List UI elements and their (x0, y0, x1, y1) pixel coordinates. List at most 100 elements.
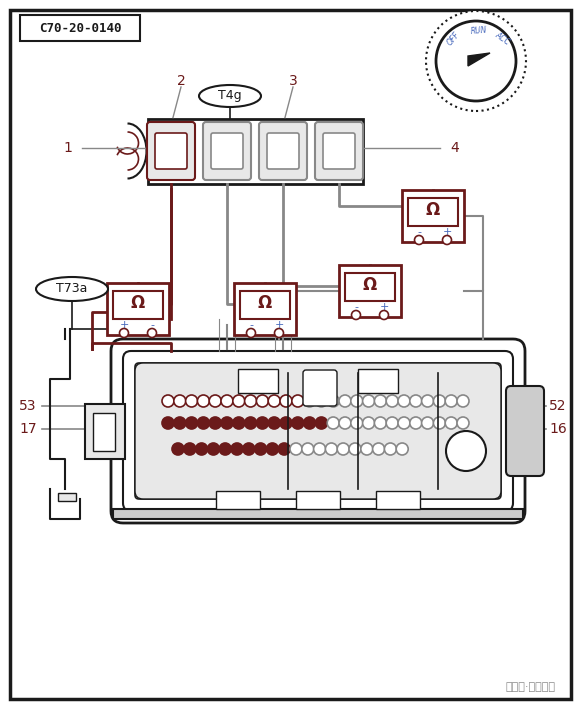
Circle shape (185, 395, 198, 407)
Text: 53: 53 (19, 399, 37, 413)
Circle shape (254, 443, 267, 455)
Bar (240, 291, 290, 319)
FancyBboxPatch shape (123, 351, 513, 511)
FancyBboxPatch shape (135, 363, 501, 499)
Circle shape (268, 395, 280, 407)
Circle shape (246, 328, 256, 337)
Circle shape (274, 328, 284, 337)
Circle shape (457, 395, 469, 407)
Circle shape (339, 395, 351, 407)
Text: 17: 17 (19, 422, 37, 436)
Circle shape (209, 395, 221, 407)
Circle shape (174, 395, 186, 407)
Circle shape (221, 417, 233, 429)
Circle shape (233, 417, 245, 429)
Bar (20, 15, 140, 41)
Circle shape (196, 443, 207, 455)
Circle shape (256, 395, 268, 407)
Circle shape (172, 443, 184, 455)
Circle shape (426, 11, 526, 111)
Circle shape (174, 417, 186, 429)
Circle shape (349, 443, 361, 455)
Circle shape (120, 328, 128, 337)
Text: 16: 16 (549, 422, 567, 436)
FancyBboxPatch shape (259, 122, 307, 180)
Bar (358, 369, 398, 393)
Bar (85, 404, 125, 459)
Circle shape (351, 417, 363, 429)
Text: +: + (379, 302, 389, 312)
Circle shape (327, 417, 339, 429)
Circle shape (148, 328, 156, 337)
Circle shape (363, 395, 375, 407)
Circle shape (278, 443, 290, 455)
FancyBboxPatch shape (155, 133, 187, 169)
Text: -: - (150, 320, 154, 330)
Text: C70-20-0140: C70-20-0140 (39, 21, 121, 35)
FancyBboxPatch shape (135, 363, 501, 499)
Circle shape (292, 395, 304, 407)
FancyBboxPatch shape (111, 339, 525, 523)
Circle shape (445, 417, 457, 429)
Circle shape (363, 417, 375, 429)
FancyBboxPatch shape (203, 122, 251, 180)
FancyBboxPatch shape (211, 133, 243, 169)
FancyBboxPatch shape (147, 122, 195, 180)
Circle shape (233, 395, 245, 407)
Circle shape (198, 417, 209, 429)
Circle shape (410, 417, 422, 429)
Text: 1: 1 (63, 141, 72, 155)
Circle shape (433, 417, 446, 429)
FancyBboxPatch shape (506, 386, 544, 476)
Text: T73a: T73a (56, 282, 88, 296)
Circle shape (374, 417, 386, 429)
Circle shape (268, 417, 280, 429)
FancyBboxPatch shape (315, 122, 363, 180)
Circle shape (280, 395, 292, 407)
Circle shape (290, 443, 302, 455)
Bar (113, 509, 523, 519)
Circle shape (315, 417, 328, 429)
Text: +: + (442, 227, 451, 237)
Text: RUN: RUN (471, 26, 487, 36)
Bar (345, 273, 395, 301)
Circle shape (361, 443, 373, 455)
Bar (234, 283, 296, 335)
Circle shape (207, 443, 220, 455)
Circle shape (245, 417, 257, 429)
Text: 3: 3 (289, 74, 297, 88)
Bar (339, 265, 401, 317)
Circle shape (457, 417, 469, 429)
Bar (296, 491, 340, 509)
Text: +: + (119, 320, 128, 330)
Circle shape (219, 443, 231, 455)
FancyBboxPatch shape (303, 370, 337, 406)
Text: -: - (417, 227, 421, 237)
Text: 4: 4 (450, 141, 459, 155)
Circle shape (443, 235, 451, 245)
Circle shape (184, 443, 196, 455)
Text: 中华网·汽车频道: 中华网·汽车频道 (505, 682, 555, 692)
Bar (216, 491, 260, 509)
Bar (402, 190, 464, 242)
Circle shape (337, 443, 349, 455)
Circle shape (315, 395, 328, 407)
Ellipse shape (199, 85, 261, 107)
Bar (408, 198, 458, 226)
Polygon shape (468, 53, 490, 66)
FancyBboxPatch shape (267, 133, 299, 169)
Text: Ω: Ω (258, 294, 272, 312)
Text: 2: 2 (177, 74, 185, 88)
Circle shape (302, 443, 314, 455)
Circle shape (245, 395, 257, 407)
Circle shape (256, 417, 268, 429)
Bar (58, 493, 76, 501)
Bar (376, 491, 420, 509)
Circle shape (198, 395, 209, 407)
Circle shape (292, 417, 304, 429)
Circle shape (231, 443, 243, 455)
Circle shape (446, 431, 486, 471)
Circle shape (422, 395, 433, 407)
Circle shape (445, 395, 457, 407)
Circle shape (243, 443, 255, 455)
